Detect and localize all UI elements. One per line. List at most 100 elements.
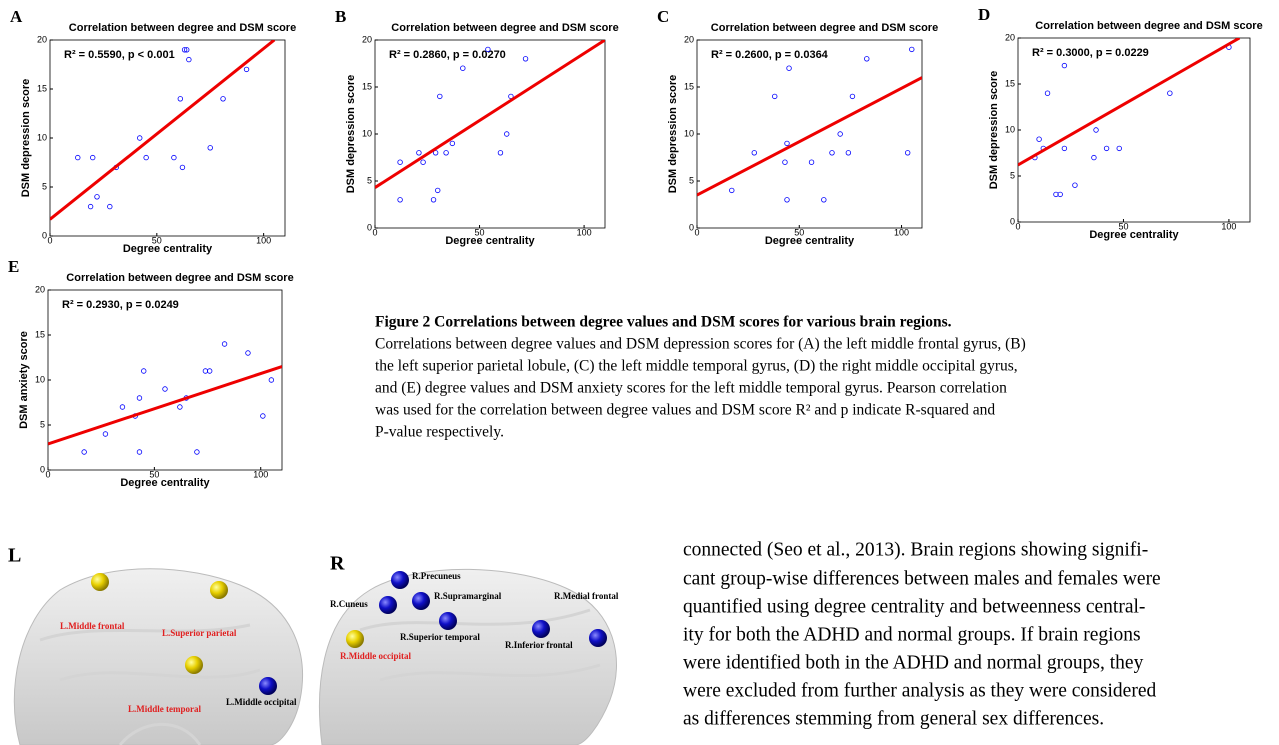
x-axis-label: Degree centrality: [120, 477, 210, 489]
y-tick-label: 0: [40, 464, 45, 474]
y-axis-label: DSM depression score: [988, 71, 1000, 190]
data-point: [772, 93, 778, 100]
y-tick-label: 5: [1010, 170, 1015, 180]
caption-title: Figure 2 Correlations between degree val…: [375, 314, 952, 331]
fit-line: [50, 40, 276, 221]
brain-sulcus: [359, 608, 601, 682]
data-point: [1072, 182, 1078, 188]
y-tick-label: 5: [40, 419, 45, 429]
y-axis-label: DSM depression score: [345, 75, 357, 194]
y-tick-label: 20: [1005, 32, 1015, 42]
caption-line: was used for the correlation between deg…: [375, 402, 995, 419]
body-line: connected (Seo et al., 2013). Brain regi…: [683, 539, 1148, 560]
plot-frame: [374, 39, 606, 229]
y-axis-label: DSM depression score: [20, 79, 32, 198]
data-point: [1091, 154, 1097, 161]
x-tick-label: 50: [152, 235, 162, 245]
fit-line: [697, 76, 922, 197]
data-point: [397, 159, 403, 165]
y-tick-label: 15: [1005, 78, 1015, 88]
chart-title: Correlation between degree and DSM score: [391, 22, 618, 34]
data-point: [186, 56, 192, 63]
x-tick-label: 0: [694, 227, 699, 237]
plot-frame: [47, 289, 283, 471]
data-point: [782, 159, 788, 165]
node-sphere: [391, 571, 409, 589]
panel-letter: L: [8, 545, 21, 567]
data-point: [87, 203, 94, 210]
data-point: [1093, 127, 1099, 133]
plot-frame: [49, 39, 286, 237]
data-point: [162, 386, 168, 392]
chart: D Correlation between degree and DSM scor…: [978, 5, 1263, 241]
data-point: [179, 164, 186, 171]
y-tick-label: 15: [362, 81, 372, 91]
data-point: [75, 154, 81, 161]
y-tick-label: 20: [37, 34, 47, 44]
data-point: [1057, 191, 1063, 198]
x-axis-label: Degree centrality: [445, 235, 535, 247]
x-axis-label: Degree centrality: [1089, 229, 1179, 241]
data-point: [181, 47, 188, 53]
data-point: [504, 131, 510, 137]
caption-line: the left superior parietal lobule, (C) t…: [375, 358, 1018, 375]
x-tick-label: 50: [1118, 221, 1128, 231]
region-label: L.Middle occipital: [226, 697, 297, 707]
data-point: [784, 140, 790, 147]
panel-letter: E: [8, 257, 19, 276]
data-point: [904, 150, 911, 156]
node-sphere: [210, 581, 228, 599]
data-point: [268, 377, 275, 383]
caption-line: P-value respectively.: [375, 424, 504, 441]
x-tick-label: 100: [894, 227, 909, 237]
data-point: [864, 56, 870, 62]
data-point: [432, 150, 439, 156]
data-point: [94, 194, 100, 200]
body-line: cant group-wise differences between male…: [683, 568, 1161, 589]
y-tick-label: 15: [684, 81, 694, 91]
y-tick-label: 10: [35, 374, 45, 384]
region-label: L.Middle temporal: [128, 704, 201, 714]
fit-line: [48, 365, 282, 446]
brain-left: [13, 568, 303, 745]
y-tick-label: 10: [1005, 124, 1015, 134]
region-label: R.Superior temporal: [400, 632, 480, 642]
y-tick-label: 0: [1010, 216, 1015, 226]
data-point: [397, 197, 403, 203]
y-tick-label: 15: [35, 329, 45, 339]
chart-title: Correlation between degree and DSM score: [66, 272, 293, 284]
data-point: [184, 47, 190, 53]
y-tick-label: 5: [689, 175, 694, 185]
data-point: [420, 159, 426, 165]
region-label: R.Cuneus: [330, 599, 368, 609]
region-label: L.Superior parietal: [162, 628, 237, 638]
region-label: L.Middle frontal: [60, 621, 125, 631]
x-tick-label: 0: [47, 235, 52, 245]
y-axis-label: DSM anxiety score: [18, 331, 30, 429]
region-label: R.Supramarginal: [434, 591, 502, 601]
data-point: [416, 150, 422, 156]
y-tick-label: 5: [42, 181, 47, 191]
y-tick-label: 0: [42, 230, 47, 240]
data-point: [443, 150, 449, 156]
chart: E Correlation between degree and DSM scor…: [8, 257, 294, 489]
node-sphere: [185, 656, 203, 674]
data-point: [1036, 136, 1042, 142]
y-tick-label: 15: [37, 83, 47, 93]
data-point: [909, 46, 915, 53]
chart-title: Correlation between degree and DSM score: [711, 22, 938, 34]
data-point: [207, 145, 213, 151]
data-point: [786, 65, 792, 71]
data-point: [435, 187, 441, 194]
node-sphere: [91, 573, 109, 591]
x-tick-label: 100: [577, 227, 592, 237]
caption-line: Correlations between degree values and D…: [375, 336, 1026, 353]
data-point: [177, 404, 183, 410]
node-sphere: [259, 677, 277, 695]
node-sphere: [532, 620, 550, 638]
data-point: [260, 413, 266, 419]
caption-line: and (E) degree values and DSM anxiety sc…: [375, 380, 1007, 397]
data-point: [245, 350, 251, 356]
data-point: [460, 65, 466, 71]
data-point: [849, 93, 856, 100]
